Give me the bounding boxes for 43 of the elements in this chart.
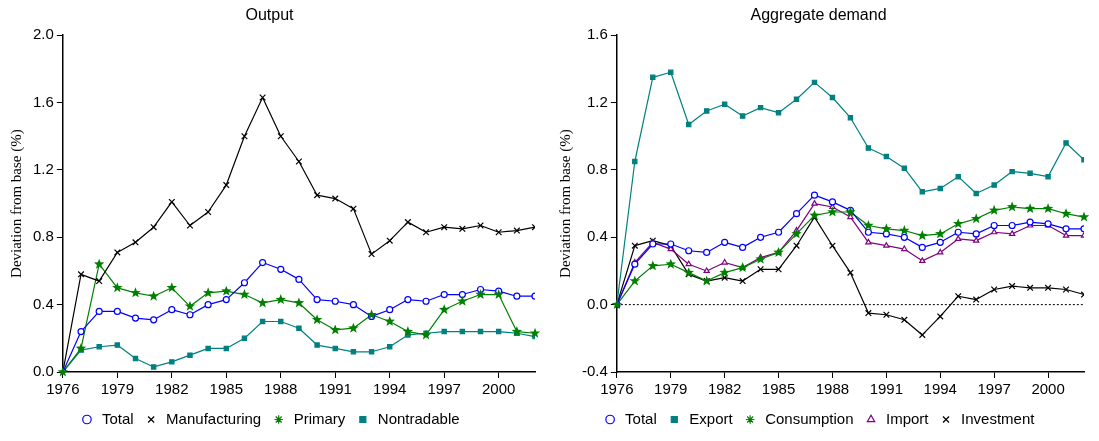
x-tick-label: 1988 bbox=[264, 380, 298, 398]
y-tick-label: 0.0 bbox=[32, 362, 54, 380]
y-tick-label: 1.2 bbox=[32, 160, 54, 178]
y-tick-label: 1.2 bbox=[586, 92, 608, 110]
legend-label: Primary bbox=[293, 409, 346, 427]
x-tick-label: 2000 bbox=[1031, 380, 1065, 398]
x-tick-label: 1976 bbox=[600, 380, 634, 398]
legend-label: Investment bbox=[961, 409, 1036, 427]
y-tick-label: -0.4 bbox=[581, 362, 608, 380]
x-tick-label: 1997 bbox=[977, 380, 1011, 398]
legend-label: Nontradable bbox=[377, 409, 460, 427]
legend-label: Import bbox=[886, 409, 930, 427]
x-tick-label: 1988 bbox=[815, 380, 850, 398]
x-tick-label: 1985 bbox=[761, 380, 796, 398]
x-tick-label: 1982 bbox=[707, 380, 742, 398]
legend-label: Export bbox=[689, 409, 734, 427]
x-tick-label: 1976 bbox=[46, 380, 80, 398]
chart-title: Output bbox=[245, 6, 295, 24]
y-tick-label: 0.4 bbox=[586, 227, 608, 245]
chart-title: Aggregate demand bbox=[750, 6, 887, 24]
legend-label: Total bbox=[101, 409, 134, 427]
y-tick-label: 0.8 bbox=[586, 160, 608, 178]
x-tick-label: 1991 bbox=[869, 380, 904, 398]
y-tick-label: 1.6 bbox=[32, 92, 54, 110]
x-tick-label: 1982 bbox=[155, 380, 189, 398]
x-tick-label: 1985 bbox=[209, 380, 243, 398]
x-tick-label: 1979 bbox=[100, 380, 135, 398]
y-tick-label: 1.6 bbox=[586, 25, 608, 43]
x-tick-label: 1997 bbox=[427, 380, 461, 398]
legend-label: Consumption bbox=[765, 409, 854, 427]
legend-label: Total bbox=[625, 409, 657, 427]
y-tick-label: 0.4 bbox=[32, 294, 54, 312]
y-tick-label: 0.0 bbox=[586, 294, 608, 312]
x-tick-label: 1991 bbox=[318, 380, 352, 398]
y-axis-title: Deviation from base (%) bbox=[7, 129, 25, 278]
x-tick-label: 2000 bbox=[481, 380, 516, 398]
y-tick-label: 2.0 bbox=[32, 25, 54, 43]
legend-label: Manufacturing bbox=[166, 409, 262, 427]
y-tick-label: 0.8 bbox=[32, 227, 54, 245]
x-tick-label: 1994 bbox=[373, 380, 407, 398]
y-axis-title: Deviation from base (%) bbox=[556, 129, 574, 278]
x-tick-label: 1994 bbox=[923, 380, 957, 398]
x-tick-label: 1979 bbox=[654, 380, 688, 398]
